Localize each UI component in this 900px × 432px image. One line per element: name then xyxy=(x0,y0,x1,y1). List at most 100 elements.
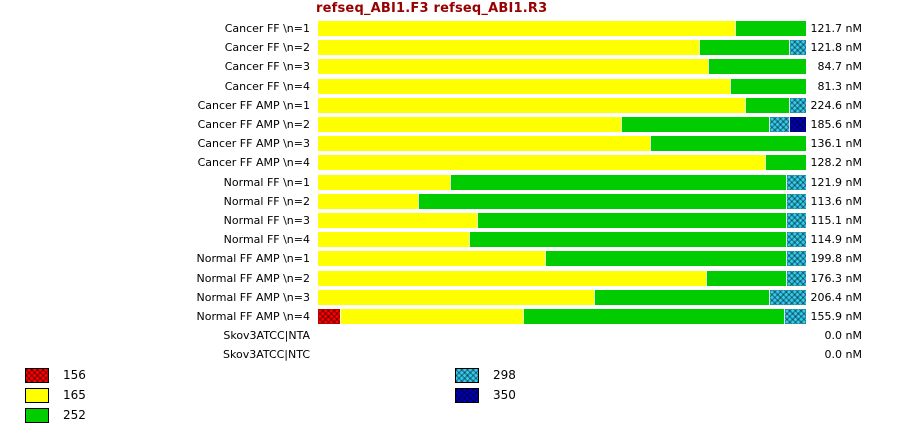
bar-segment-298 xyxy=(784,308,806,324)
row-label: Cancer FF AMP \n=2 xyxy=(197,118,310,132)
bar-track xyxy=(318,40,806,56)
bar-track xyxy=(318,78,806,94)
bar-segment-298 xyxy=(786,193,806,209)
row-label: Normal FF AMP \n=3 xyxy=(196,290,311,304)
bar-track xyxy=(318,59,806,75)
row-value: 176.3 nM xyxy=(810,271,862,285)
legend-column-left: 156 165 252 xyxy=(25,367,86,423)
chart-row: Cancer FF AMP \n=1 224.6 nM xyxy=(0,96,900,115)
row-label: Cancer FF AMP \n=1 xyxy=(197,98,310,112)
chart-row: Normal FF \n=1 121.9 nM xyxy=(0,173,900,192)
bar-track xyxy=(318,136,806,152)
bar-segment-165 xyxy=(318,232,470,248)
legend-swatch-298 xyxy=(455,367,479,383)
bar-segment-165 xyxy=(318,117,621,133)
row-value: 199.8 nM xyxy=(810,252,862,266)
legend-item: 350 xyxy=(455,387,516,403)
bar-track xyxy=(318,232,806,248)
bar-track xyxy=(318,270,806,286)
bar-segment-165 xyxy=(318,251,545,267)
legend-swatch-165 xyxy=(25,387,49,403)
row-value: 128.2 nM xyxy=(810,156,862,170)
row-label: Normal FF AMP \n=4 xyxy=(196,309,311,323)
chart-row: Normal FF AMP \n=4 155.9 nM xyxy=(0,307,900,326)
chart-row: Normal FF \n=4 114.9 nM xyxy=(0,230,900,249)
bar-segment-298 xyxy=(786,251,806,267)
chart-row: Normal FF AMP \n=2 176.3 nM xyxy=(0,268,900,287)
chart-row: Cancer FF \n=2 121.8 nM xyxy=(0,38,900,57)
chart-row: Cancer FF \n=1 121.7 nM xyxy=(0,19,900,38)
bar-segment-165 xyxy=(318,193,419,209)
bar-track xyxy=(318,212,806,228)
bar-segment-252 xyxy=(593,289,770,305)
row-value: 0.0 nM xyxy=(824,329,862,343)
row-value: 121.9 nM xyxy=(810,175,862,189)
bar-track xyxy=(318,308,806,324)
bar-segment-298 xyxy=(788,97,806,113)
chart-row: Cancer FF AMP \n=2 185.6 nM xyxy=(0,115,900,134)
bar-segment-252 xyxy=(476,212,787,228)
row-label: Normal FF AMP \n=2 xyxy=(196,271,311,285)
legend-item: 252 xyxy=(25,407,86,423)
bar-track xyxy=(318,289,806,305)
bar-segment-252 xyxy=(418,193,787,209)
bar-segment-252 xyxy=(522,308,785,324)
bar-track xyxy=(318,174,806,190)
bar-segment-165 xyxy=(318,155,765,171)
bar-segment-252 xyxy=(620,117,770,133)
bar-track xyxy=(318,251,806,267)
bar-segment-165 xyxy=(339,308,523,324)
row-value: 0.0 nM xyxy=(824,348,862,362)
bar-segment-165 xyxy=(318,289,594,305)
chart-row: Cancer FF \n=3 84.7 nM xyxy=(0,57,900,76)
bar-segment-165 xyxy=(318,212,477,228)
legend-label: 156 xyxy=(63,368,86,382)
bar-track xyxy=(318,193,806,209)
row-label: Normal FF \n=4 xyxy=(223,233,310,247)
bar-segment-252 xyxy=(449,174,787,190)
bar-segment-252 xyxy=(730,78,806,94)
row-label: Normal FF \n=3 xyxy=(223,213,310,227)
bar-segment-165 xyxy=(318,97,745,113)
bar-segment-252 xyxy=(705,270,787,286)
row-label: Cancer FF AMP \n=4 xyxy=(197,156,310,170)
bar-segment-165 xyxy=(318,21,736,37)
bar-track xyxy=(318,21,806,37)
row-value: 206.4 nM xyxy=(810,290,862,304)
row-value: 224.6 nM xyxy=(810,98,862,112)
row-value: 155.9 nM xyxy=(810,309,862,323)
chart-row: Cancer FF \n=4 81.3 nM xyxy=(0,77,900,96)
bar-segment-252 xyxy=(764,155,806,171)
row-label: Skov3ATCC|NTA xyxy=(223,329,310,343)
row-label: Cancer FF \n=2 xyxy=(224,41,310,55)
row-value: 81.3 nM xyxy=(817,79,862,93)
bar-segment-298 xyxy=(786,174,806,190)
chart-row: Skov3ATCC|NTA 0.0 nM xyxy=(0,326,900,345)
legend-label: 165 xyxy=(63,388,86,402)
bar-segment-252 xyxy=(544,251,787,267)
bar-segment-156 xyxy=(318,308,340,324)
legend-item: 165 xyxy=(25,387,86,403)
bar-segment-252 xyxy=(698,40,789,56)
row-value: 115.1 nM xyxy=(810,213,862,227)
row-label: Normal FF \n=1 xyxy=(223,175,310,189)
legend-label: 298 xyxy=(493,368,516,382)
row-value: 185.6 nM xyxy=(810,118,862,132)
chart-row: Cancer FF AMP \n=3 136.1 nM xyxy=(0,134,900,153)
legend-swatch-252 xyxy=(25,407,49,423)
bar-track xyxy=(318,97,806,113)
bar-segment-252 xyxy=(708,59,806,75)
bar-segment-252 xyxy=(649,136,806,152)
chart-row: Normal FF \n=3 115.1 nM xyxy=(0,211,900,230)
bar-segment-350 xyxy=(788,117,806,133)
legend-item: 156 xyxy=(25,367,86,383)
bar-segment-165 xyxy=(318,78,731,94)
bar-segment-165 xyxy=(318,59,709,75)
chart-rows: Cancer FF \n=1 121.7 nM Cancer FF \n=2 121.… xyxy=(0,19,900,364)
bar-segment-298 xyxy=(786,270,806,286)
bar-segment-252 xyxy=(735,21,806,37)
row-value: 121.8 nM xyxy=(810,41,862,55)
chart-title: refseq_ABI1.F3 refseq_ABI1.R3 xyxy=(316,1,548,16)
bar-segment-165 xyxy=(318,270,706,286)
